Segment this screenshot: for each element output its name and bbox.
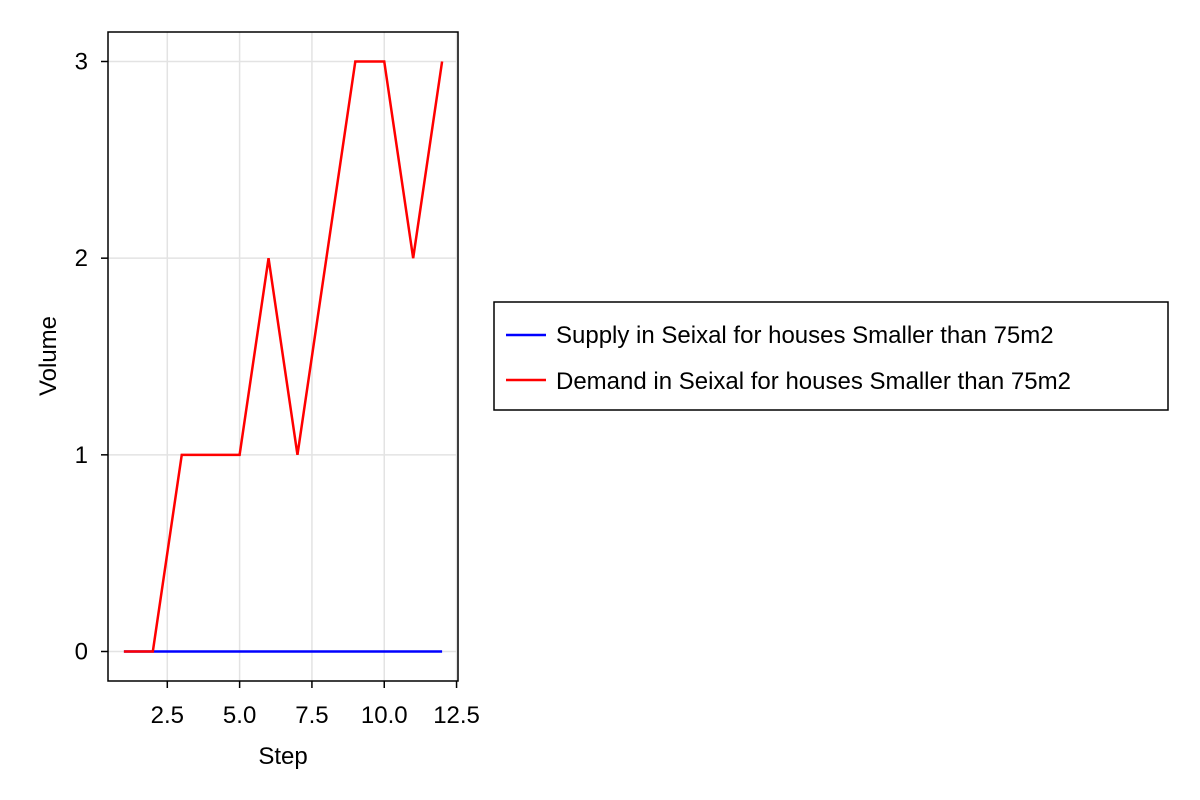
y-tick-label: 0	[75, 639, 88, 666]
ticks-layer: 2.5 5.0 7.5 10.0 12.5 0 1 2 3	[75, 49, 480, 730]
legend-box	[493, 301, 1169, 411]
y-axis-label: Volume	[35, 316, 62, 396]
series-layer	[123, 60, 444, 653]
y-tick-label: 1	[75, 442, 88, 469]
x-tick-label: 7.5	[295, 702, 328, 729]
legend-label-demand: Demand in Seixal for houses Smaller than…	[556, 368, 1071, 395]
y-tick-label: 3	[75, 49, 88, 76]
x-tick-label: 12.5	[433, 702, 480, 729]
x-tick-label: 2.5	[151, 702, 184, 729]
plot-frame	[107, 31, 459, 682]
x-tick-label: 5.0	[223, 702, 256, 729]
y-tick-label: 2	[75, 245, 88, 272]
x-tick-label: 10.0	[361, 702, 408, 729]
series-line-demand	[123, 60, 444, 653]
legend: Supply in Seixal for houses Smaller than…	[493, 301, 1169, 411]
x-axis-label: Step	[258, 743, 307, 770]
legend-label-supply: Supply in Seixal for houses Smaller than…	[556, 322, 1054, 349]
